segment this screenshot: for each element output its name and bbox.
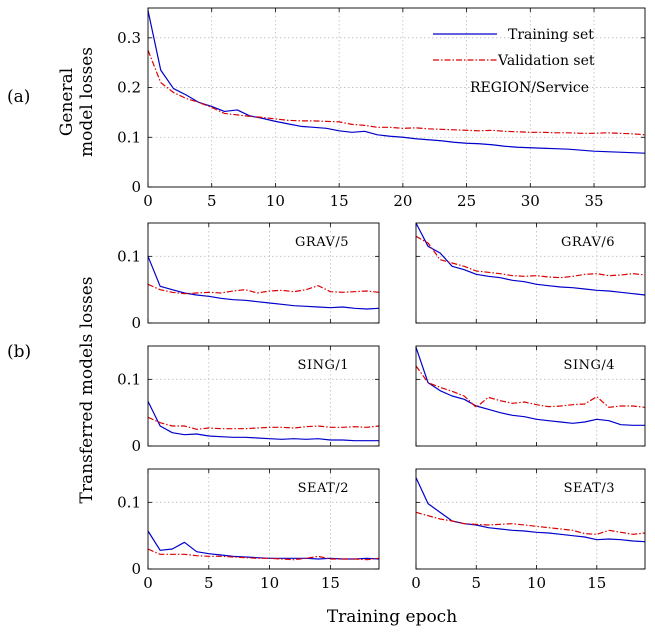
panel-a-label: (a) [7, 87, 30, 107]
plot-frame [147, 7, 646, 188]
x-tick-label: 0 [411, 574, 421, 592]
x-tick-label: 25 [457, 192, 476, 210]
panel-title-grav5: GRAV/5 [295, 235, 349, 250]
y-tick-label: 0.1 [117, 128, 141, 146]
y-tick-label: 0.1 [117, 247, 141, 265]
chart-seat2: 0 5 10 15 0 0.1 SEAT/2 [117, 468, 380, 592]
y-tick-label: 0.1 [117, 370, 141, 388]
training-series-line [147, 256, 380, 310]
panel-b-label: (b) [7, 342, 31, 362]
panel-title-grav6: GRAV/6 [561, 235, 615, 250]
x-tick-label: 35 [584, 192, 603, 210]
x-tick-label: 15 [321, 574, 340, 592]
validation-series-line [415, 511, 646, 535]
x-tick-label: 10 [266, 192, 285, 210]
x-tick-label: 10 [527, 574, 546, 592]
legend-validation-label: Validation set [497, 53, 595, 69]
training-series-line [415, 347, 645, 426]
x-tick-label: 20 [393, 192, 412, 210]
x-tick-label: 15 [587, 574, 606, 592]
legend-training-label: Training set [508, 27, 594, 43]
chart-grav6: GRAV/6 [415, 222, 646, 324]
validation-series-line [415, 365, 646, 408]
plot-frame [147, 468, 380, 570]
x-tick-label: 30 [521, 192, 540, 210]
x-tick-label: 10 [260, 574, 279, 592]
validation-series-line [147, 50, 646, 136]
legend: Training set Validation set REGION/Servi… [433, 27, 595, 96]
chart-seat3: 0 5 10 15 SEAT/3 [411, 468, 646, 592]
x-tick-label: 5 [207, 192, 217, 210]
training-series-line [147, 401, 379, 442]
general-ylabel-line1: General [57, 68, 77, 136]
validation-series-line [415, 235, 646, 279]
plot-frame [147, 345, 380, 447]
transferred-ylabel: Transferred models losses [77, 277, 97, 504]
legend-region-service: REGION/Service [470, 80, 589, 96]
x-tick-label: 5 [204, 574, 214, 592]
y-tick-label: 0 [131, 437, 141, 455]
validation-series-line [147, 548, 380, 561]
chart-sing1: 0 0.1 SING/1 [117, 345, 380, 455]
validation-series-line [147, 416, 380, 430]
chart-sing4: SING/4 [415, 345, 646, 447]
x-tick-label: 0 [143, 192, 153, 210]
training-series-line [147, 10, 646, 154]
plot-frame [147, 222, 380, 324]
x-tick-label: 15 [330, 192, 349, 210]
x-axis-label: Training epoch [327, 607, 457, 627]
validation-series-line [147, 283, 380, 295]
plot-frame [415, 222, 646, 324]
panel-title-sing4: SING/4 [564, 358, 615, 373]
y-tick-label: 0 [131, 560, 141, 578]
y-tick-label: 0.1 [117, 493, 141, 511]
y-tick-label: 0.3 [117, 29, 141, 47]
y-tick-label: 0 [131, 178, 141, 196]
chart-general: 0 5 10 15 20 25 30 35 0 0.1 0.2 0.3 [117, 7, 646, 210]
y-tick-label: 0 [131, 314, 141, 332]
x-tick-label: 5 [471, 574, 481, 592]
plot-frame [415, 345, 646, 447]
x-tick-label: 0 [143, 574, 153, 592]
plot-frame [415, 468, 646, 570]
panel-title-seat2: SEAT/2 [298, 481, 349, 496]
chart-panels: 0 5 10 15 20 25 30 35 0 0.1 0.2 0.3 0 0.1 GRAV/5 GRAV/6… [117, 7, 646, 592]
training-series-line [415, 222, 646, 296]
panel-title-seat3: SEAT/3 [564, 481, 615, 496]
panel-title-sing1: SING/1 [298, 358, 349, 373]
y-tick-label: 0.2 [117, 79, 141, 97]
chart-grav5: 0 0.1 GRAV/5 [117, 222, 380, 332]
general-ylabel-line2: model losses [77, 47, 97, 157]
